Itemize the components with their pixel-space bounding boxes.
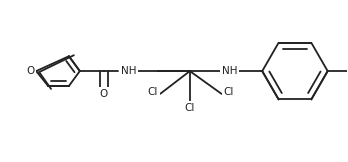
Text: NH: NH: [121, 66, 136, 76]
Text: Cl: Cl: [223, 87, 234, 97]
Text: Cl: Cl: [185, 103, 195, 113]
Text: Cl: Cl: [148, 87, 158, 97]
Text: O: O: [26, 66, 34, 76]
Text: NH: NH: [222, 66, 237, 76]
Text: O: O: [100, 89, 108, 99]
